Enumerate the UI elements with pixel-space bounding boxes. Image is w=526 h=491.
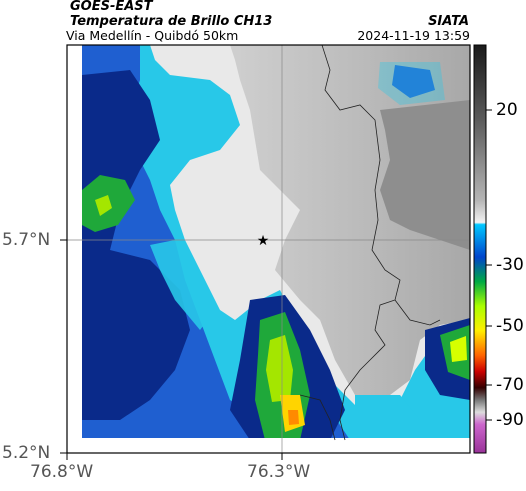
agency-label: SIATA (428, 14, 469, 29)
cloud-top-right (392, 65, 435, 98)
colorbar-tick-minus50: -50 (496, 316, 524, 336)
lat-label-5-2: 5.2°N (2, 443, 51, 463)
map-subtitle: Via Medellín - Quibdó 50km (66, 28, 239, 43)
map-frame (66, 44, 471, 454)
colorbar-tick-minus90: -90 (496, 410, 524, 430)
boundary-line (321, 45, 401, 441)
colorbar-tick-minus30: -30 (496, 255, 524, 275)
cloud-core-left (82, 70, 190, 420)
colorbar (473, 44, 487, 454)
colorbar-tick-20: 20 (496, 100, 518, 120)
satellite-label: GOES-EAST (70, 0, 153, 14)
lat-label-5-7: 5.7°N (2, 230, 51, 250)
colorbar-tick-minus70: -70 (496, 375, 524, 395)
lon-label-76-3: 76.3°W (247, 462, 311, 482)
map-title: Temperatura de Brillo CH13 (70, 14, 273, 29)
timestamp: 2024-11-19 13:59 (357, 28, 470, 43)
cloud-grey-dark (380, 100, 470, 250)
lon-label-76-8: 76.8°W (30, 462, 94, 482)
location-star: ★ (257, 233, 270, 249)
